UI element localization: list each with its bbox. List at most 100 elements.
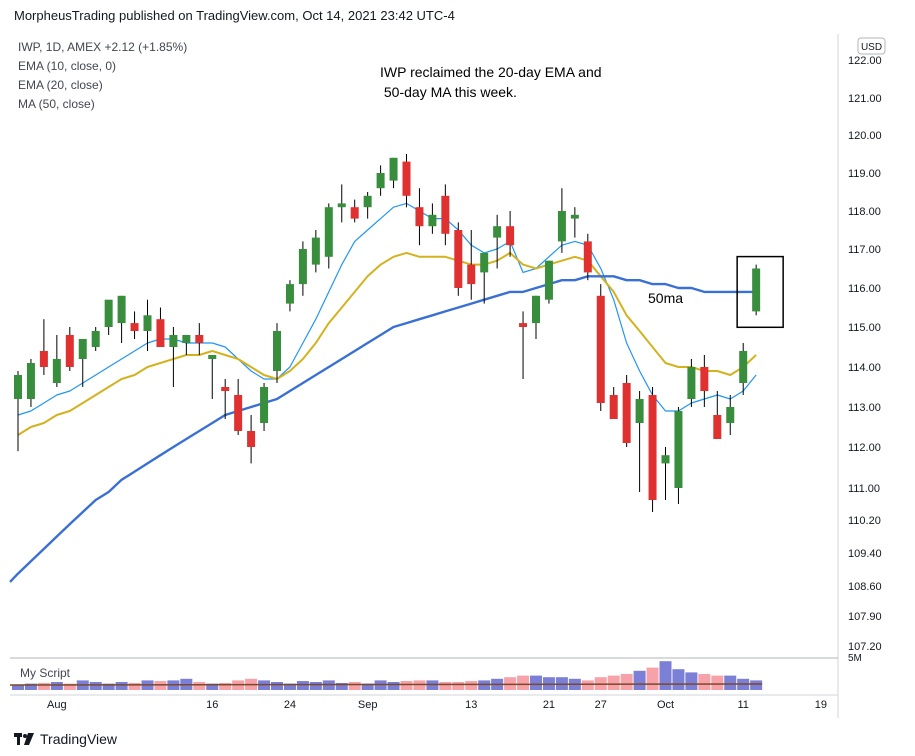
- candle-body: [480, 252, 489, 273]
- legend-symbol-line[interactable]: IWP, 1D, AMEX +2.12 (+1.85%): [18, 40, 187, 54]
- candle-body: [752, 268, 761, 312]
- legend-ema20[interactable]: EMA (20, close): [18, 78, 103, 92]
- candle: [441, 184, 450, 246]
- candle-body: [350, 207, 359, 219]
- indicator-bar: [698, 674, 711, 690]
- candle-body: [311, 237, 320, 265]
- candle-body: [687, 367, 696, 399]
- candle: [570, 207, 579, 238]
- candle-body: [234, 395, 243, 431]
- x-tick-label: Oct: [657, 699, 674, 711]
- indicator-bar: [37, 682, 50, 690]
- candle-body: [519, 323, 528, 327]
- indicator-bar: [400, 681, 413, 690]
- indicator-bar: [102, 683, 115, 690]
- legend-ma50[interactable]: MA (50, close): [18, 97, 95, 111]
- time-axis[interactable]: Aug 16 24 Sep 13 21 27 Oct 11 19: [47, 699, 827, 711]
- indicator-bar: [219, 682, 232, 690]
- candle-body: [726, 407, 735, 423]
- indicator-bar: [50, 682, 63, 690]
- candle: [247, 415, 256, 464]
- candle: [467, 230, 476, 300]
- price-axis[interactable]: 122.00 121.00 120.00 119.00 118.00 117.00 116.…: [848, 55, 882, 653]
- x-tick-label: 16: [206, 699, 218, 711]
- tradingview-logo-icon: [14, 733, 34, 745]
- footer-brand: TradingView: [40, 731, 118, 747]
- candle-body: [78, 339, 87, 359]
- candle-body: [65, 335, 74, 367]
- candle: [648, 387, 657, 512]
- x-tick-label: 27: [595, 699, 607, 711]
- candle: [273, 323, 281, 383]
- candle: [402, 154, 411, 208]
- indicator-bar: [633, 670, 646, 690]
- candle: [337, 184, 346, 223]
- y-tick-label: 113.00: [848, 402, 881, 414]
- indicator-bar: [711, 675, 724, 690]
- legend-ema10[interactable]: EMA (10, close, 0): [18, 59, 116, 73]
- candle-body: [428, 214, 437, 227]
- candle-body: [557, 211, 566, 242]
- candle-body: [337, 203, 346, 208]
- indicator-bar: [724, 675, 737, 690]
- x-tick-label: Aug: [47, 699, 67, 711]
- annotation-line-2: 50-day MA this week.: [380, 84, 517, 100]
- y-tick-label: 111.00: [848, 483, 880, 495]
- ma50-line: [9, 275, 757, 583]
- candle: [363, 192, 372, 219]
- candle-body: [376, 173, 385, 189]
- ema20-line: [17, 251, 757, 436]
- candle: [39, 319, 48, 375]
- candle-body: [493, 226, 502, 238]
- candle-body: [91, 331, 100, 347]
- indicator-bar: [426, 680, 439, 690]
- indicator-bar: [283, 683, 296, 690]
- currency-badge[interactable]: USD: [861, 42, 882, 53]
- candle: [65, 327, 74, 371]
- indicator-bar: [309, 682, 322, 690]
- candle-body: [674, 411, 683, 488]
- candle: [376, 165, 385, 196]
- candle-body: [661, 455, 670, 464]
- candle: [519, 311, 528, 379]
- indicator-bar: [620, 674, 633, 690]
- candle: [14, 371, 22, 452]
- candle-body: [544, 260, 553, 300]
- indicator-bar: [672, 669, 685, 690]
- candle: [493, 214, 502, 269]
- indicator-bar: [452, 682, 465, 690]
- candle: [506, 211, 515, 257]
- indicator-bar: [659, 661, 672, 690]
- currency-badge-box[interactable]: [857, 37, 886, 55]
- indicator-label[interactable]: My Script: [20, 666, 71, 680]
- indicator-bars: [9, 661, 763, 690]
- candle: [544, 260, 553, 304]
- candle-body: [208, 355, 217, 359]
- candle-body: [169, 335, 178, 347]
- moving-averages: [9, 202, 757, 583]
- indicator-bar: [387, 682, 400, 690]
- candle: [260, 383, 269, 431]
- y-tick-label: 117.00: [848, 244, 881, 256]
- candle-body: [104, 299, 113, 327]
- header-bar: MorpheusTrading published on TradingView…: [0, 0, 915, 32]
- candle: [428, 203, 437, 234]
- candle: [169, 327, 178, 387]
- candle-body: [52, 359, 61, 383]
- candle: [182, 335, 191, 355]
- candle: [26, 359, 35, 407]
- y-tick-label: 120.00: [848, 130, 882, 142]
- candle-body: [635, 399, 644, 423]
- candle-body: [648, 395, 657, 500]
- indicator-bar: [271, 682, 283, 690]
- candle: [208, 355, 217, 399]
- candle: [91, 327, 100, 351]
- candles: [14, 154, 761, 512]
- candle-body: [130, 323, 139, 331]
- candle-body: [143, 315, 152, 331]
- candle: [195, 323, 204, 355]
- candle-body: [26, 363, 35, 399]
- indicator-bar: [206, 683, 219, 690]
